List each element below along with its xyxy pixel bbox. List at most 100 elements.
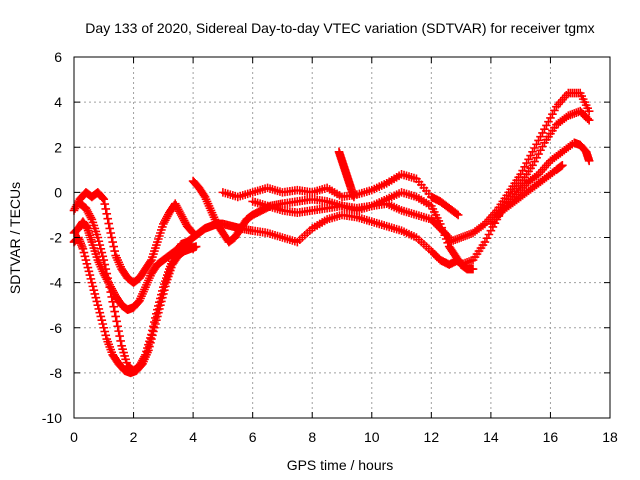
data-point (99, 194, 109, 204)
x-axis-label: GPS time / hours (287, 457, 394, 473)
y-tick-labels: -10 -8 -6 -4 -2 0 2 4 6 (42, 49, 62, 426)
data-point (143, 343, 152, 353)
data-point (99, 255, 109, 265)
data-point (97, 315, 107, 325)
x-tick-label: 4 (189, 429, 197, 445)
data-point (584, 156, 594, 166)
y-tick-label: 4 (54, 94, 62, 110)
data-point (558, 161, 567, 170)
data-point (584, 115, 594, 125)
y-tick-label: -6 (50, 320, 63, 336)
data-point (121, 355, 130, 364)
data-point (101, 330, 111, 340)
data-point (78, 244, 88, 254)
data-point (115, 331, 124, 341)
x-tick-label: 18 (602, 429, 618, 445)
data-point (93, 233, 103, 242)
y-tick-label: -4 (50, 275, 63, 291)
data-point (90, 289, 100, 299)
data-point (97, 248, 107, 257)
data-point (98, 252, 108, 261)
data-point (87, 278, 97, 287)
data-point (111, 312, 120, 321)
data-point (104, 278, 114, 287)
data-point (93, 300, 103, 310)
data-point (116, 336, 125, 346)
data-point (96, 244, 106, 254)
data-point (104, 219, 114, 228)
data-point (84, 267, 94, 276)
data-point (94, 304, 104, 314)
data-point (153, 305, 162, 314)
data-point (188, 228, 198, 238)
data-point (98, 193, 108, 203)
data-point (101, 264, 111, 274)
data-point (112, 317, 121, 326)
data-point (151, 313, 160, 323)
grid-lines (74, 57, 610, 418)
x-tick-label: 14 (483, 429, 499, 445)
data-point (141, 350, 150, 360)
data-point (103, 273, 113, 283)
data-point (150, 317, 159, 327)
data-point (146, 257, 155, 266)
data-point (443, 231, 453, 241)
data-point (106, 287, 116, 297)
data-point (106, 228, 116, 238)
y-tick-label: 6 (54, 49, 62, 65)
data-point (468, 264, 478, 274)
data-point (107, 233, 117, 242)
data-point (188, 244, 198, 254)
data-point (83, 263, 93, 272)
data-point (86, 274, 96, 284)
data-point (110, 246, 119, 256)
data-point (114, 326, 123, 336)
data-point (96, 312, 106, 321)
data-point (95, 308, 105, 318)
data-point (79, 248, 89, 257)
x-tick-label: 16 (543, 429, 559, 445)
data-point (113, 321, 122, 331)
x-tick-label: 2 (130, 429, 138, 445)
data-point (152, 309, 161, 319)
data-point (99, 323, 109, 333)
data-point (109, 302, 119, 311)
data-point (117, 341, 126, 351)
data-point (94, 236, 104, 246)
y-axis-label: SDTVAR / TECUs (7, 182, 23, 294)
series-track-f (218, 170, 463, 220)
data-point (453, 210, 463, 220)
x-tick-label: 6 (249, 429, 257, 445)
y-tick-label: -2 (50, 230, 63, 246)
x-tick-label: 10 (364, 429, 380, 445)
data-point (155, 297, 164, 307)
data-point (144, 340, 153, 349)
data-point (110, 307, 119, 316)
data-point (81, 255, 91, 265)
data-point (146, 333, 155, 343)
data-point (107, 292, 117, 302)
data-point (148, 326, 157, 335)
data-point (100, 327, 110, 336)
data-point (108, 237, 118, 247)
y-tick-label: -8 (50, 365, 63, 381)
series-track-c (75, 199, 198, 375)
axis-ticks (73, 56, 611, 419)
data-point (100, 260, 110, 269)
data-point (583, 114, 592, 123)
data-point (89, 285, 99, 295)
data-point (158, 286, 167, 296)
data-point (102, 269, 112, 278)
data-point (452, 209, 461, 219)
data-point (584, 106, 594, 116)
data-point (95, 240, 105, 250)
data-point (109, 242, 119, 251)
y-tick-label: -10 (42, 410, 62, 426)
data-point (120, 351, 129, 361)
x-tick-label: 8 (308, 429, 316, 445)
x-tick-label: 12 (424, 429, 440, 445)
series-track-l (492, 161, 567, 220)
x-tick-labels: 0 2 4 6 8 10 12 14 16 18 (70, 429, 618, 445)
data-point (187, 227, 197, 237)
